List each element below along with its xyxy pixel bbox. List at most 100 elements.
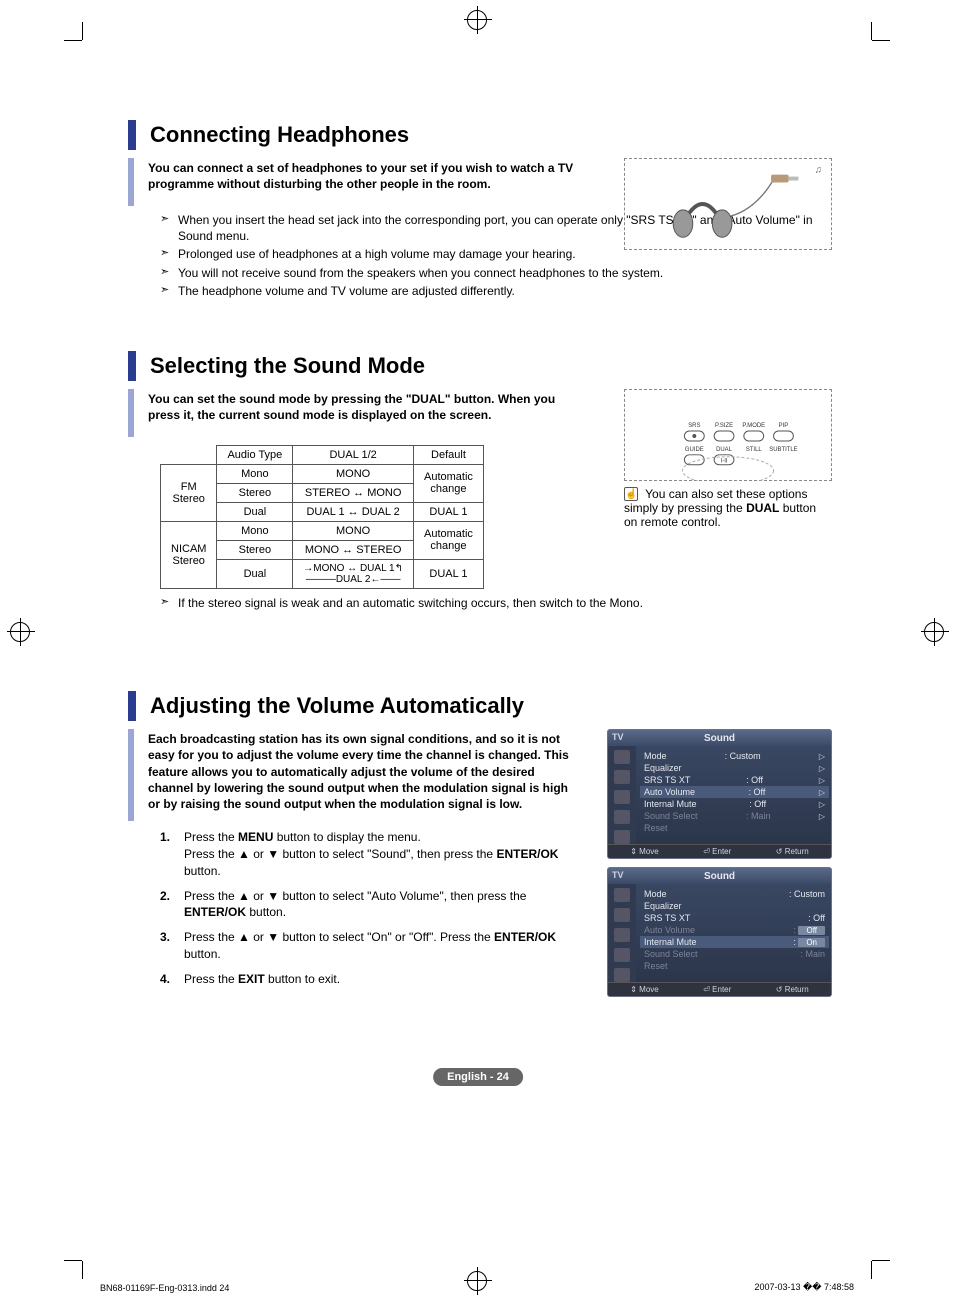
cell: STEREO ↔ MONO — [293, 483, 414, 502]
intro-text: You can set the sound mode by pressing t… — [148, 389, 588, 425]
cell: DUAL 1 — [413, 502, 483, 521]
crop-mark — [64, 1260, 82, 1261]
cell: DUAL 1 — [413, 559, 483, 588]
menu-panel-1: TV Sound Mode: Custom▷Equalizer▷SRS TS X… — [607, 729, 832, 859]
menu-row: Auto Volume: Off▷ — [640, 786, 829, 798]
menu-row: Equalizer — [644, 900, 825, 912]
menu-row: SRS TS XT: Off — [644, 912, 825, 924]
step-item: 1.Press the MENU button to display the m… — [160, 829, 590, 879]
menu-rows: Mode: Custom▷Equalizer▷SRS TS XT: Off▷Au… — [636, 746, 831, 844]
cell: DUAL 1 ↔ DUAL 2 — [293, 502, 414, 521]
menu-row: Reset — [644, 960, 825, 972]
svg-text:I-II: I-II — [721, 459, 728, 465]
svg-text:SRS: SRS — [688, 423, 700, 429]
sound-table: Audio Type DUAL 1/2 Default FMStereo Mon… — [160, 445, 484, 589]
group-nicam: NICAMStereo — [161, 521, 217, 588]
cell: Automaticchange — [413, 521, 483, 559]
svg-text:STILL: STILL — [746, 447, 763, 453]
th-audio: Audio Type — [217, 445, 293, 464]
cell: Dual — [217, 559, 293, 588]
menu-screenshots: TV Sound Mode: Custom▷Equalizer▷SRS TS X… — [607, 729, 832, 1005]
menu-footer: ⇕ Move ⏎ Enter ↺ Return — [608, 844, 831, 858]
svg-text:P.SIZE: P.SIZE — [715, 423, 733, 429]
registration-mark — [467, 1271, 487, 1291]
section-autovol: Adjusting the Volume Automatically Each … — [128, 691, 828, 987]
th-default: Default — [413, 445, 483, 464]
note-after: If the stereo signal is weak and an auto… — [160, 595, 828, 611]
footer-left: BN68-01169F-Eng-0313.indd 24 — [100, 1283, 229, 1293]
section-soundmode: Selecting the Sound Mode You can set the… — [128, 351, 828, 611]
menu-panel-2: TV Sound Mode: CustomEqualizerSRS TS XT:… — [607, 867, 832, 997]
menu-rows: Mode: CustomEqualizerSRS TS XT: OffAuto … — [636, 884, 831, 982]
step-item: 2.Press the ▲ or ▼ button to select "Aut… — [160, 888, 590, 922]
intro-text: Each broadcasting station has its own si… — [148, 729, 578, 814]
menu-title: Sound — [608, 730, 831, 746]
footer-move: ⇕ Move — [630, 985, 659, 994]
menu-tv-label: TV — [612, 870, 624, 880]
cell: →MONO ↔ DUAL 1↰ ———DUAL 2←—— — [293, 559, 414, 588]
cell: Dual — [217, 502, 293, 521]
title-bar — [128, 351, 136, 381]
menu-icons — [608, 884, 636, 982]
menu-footer: ⇕ Move ⏎ Enter ↺ Return — [608, 982, 831, 996]
footer-return: ↺ Return — [776, 985, 809, 994]
title-bar — [128, 120, 136, 150]
menu-row: Reset — [644, 822, 825, 834]
menu-title: Sound — [608, 868, 831, 884]
headphone-illustration: ♫ — [624, 158, 832, 250]
cell: Stereo — [217, 483, 293, 502]
footer-return: ↺ Return — [776, 847, 809, 856]
section-title: Connecting Headphones — [150, 122, 409, 148]
step-item: 3.Press the ▲ or ▼ button to select "On"… — [160, 929, 590, 963]
cell: MONO ↔ STEREO — [293, 540, 414, 559]
intro-bar — [128, 158, 134, 206]
menu-icons — [608, 746, 636, 844]
section-title: Adjusting the Volume Automatically — [150, 693, 524, 719]
svg-text:PIP: PIP — [779, 423, 789, 429]
crop-mark — [871, 22, 872, 40]
menu-row: Mode: Custom▷ — [644, 750, 825, 762]
th-dual: DUAL 1/2 — [293, 445, 414, 464]
remote-illustration: SRS P.SIZE P.MODE PIP GUIDE DUAL STILL SUBTITL… — [624, 389, 832, 481]
menu-row: Internal Mute: Off▷ — [644, 798, 825, 810]
cell: Mono — [217, 521, 293, 540]
crop-mark — [64, 40, 82, 41]
registration-mark — [10, 622, 30, 642]
intro-text: You can connect a set of headphones to y… — [148, 158, 588, 194]
menu-row: Sound Select: Main — [644, 948, 825, 960]
bullet-item: The headphone volume and TV volume are a… — [160, 283, 828, 299]
bullet-item: You will not receive sound from the spea… — [160, 265, 828, 281]
footer-enter: ⏎ Enter — [703, 847, 731, 856]
crop-mark — [872, 40, 890, 41]
intro-bar — [128, 389, 134, 437]
menu-row: Equalizer▷ — [644, 762, 825, 774]
crop-mark — [871, 1261, 872, 1279]
menu-row: Auto Volume: Off — [644, 924, 825, 936]
cell: Automaticchange — [413, 464, 483, 502]
intro-bar — [128, 729, 134, 821]
cell: Stereo — [217, 540, 293, 559]
section-title: Selecting the Sound Mode — [150, 353, 425, 379]
menu-tv-label: TV — [612, 732, 624, 742]
footer-right: 2007-03-13 �� 7:48:58 — [754, 1282, 854, 1293]
registration-mark — [467, 10, 487, 30]
note-icon: ☝ — [624, 487, 638, 501]
step-list: 1.Press the MENU button to display the m… — [160, 829, 590, 987]
menu-row: Sound Select: Main▷ — [644, 810, 825, 822]
svg-text:SUBTITLE: SUBTITLE — [769, 447, 797, 453]
remote-note: ☝ You can also set these options simply … — [624, 487, 832, 529]
section-headphones: Connecting Headphones You can connect a … — [128, 120, 828, 299]
crop-mark — [82, 1261, 83, 1279]
registration-mark — [924, 622, 944, 642]
crop-mark — [872, 1260, 890, 1261]
menu-row: Mode: Custom — [644, 888, 825, 900]
menu-row: Internal Mute: On — [640, 936, 829, 948]
svg-text:DUAL: DUAL — [716, 447, 733, 453]
page-number: English - 24 — [433, 1068, 523, 1086]
footer-move: ⇕ Move — [630, 847, 659, 856]
cell: Mono — [217, 464, 293, 483]
svg-text:P.MODE: P.MODE — [742, 423, 765, 429]
svg-text:♫: ♫ — [815, 165, 822, 176]
svg-text:GUIDE: GUIDE — [685, 447, 704, 453]
cell: MONO — [293, 521, 414, 540]
